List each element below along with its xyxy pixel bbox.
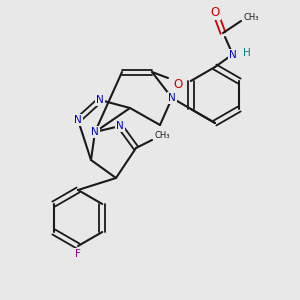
Text: N: N xyxy=(96,95,104,105)
Text: N: N xyxy=(74,115,82,125)
Text: CH₃: CH₃ xyxy=(154,130,170,140)
Text: N: N xyxy=(229,50,237,60)
Text: CH₃: CH₃ xyxy=(243,13,259,22)
Text: O: O xyxy=(173,77,183,91)
Text: F: F xyxy=(75,249,81,259)
Text: H: H xyxy=(243,48,251,58)
Text: O: O xyxy=(210,7,220,20)
Text: N: N xyxy=(116,121,124,131)
Text: N: N xyxy=(91,127,99,137)
Text: N: N xyxy=(168,93,176,103)
